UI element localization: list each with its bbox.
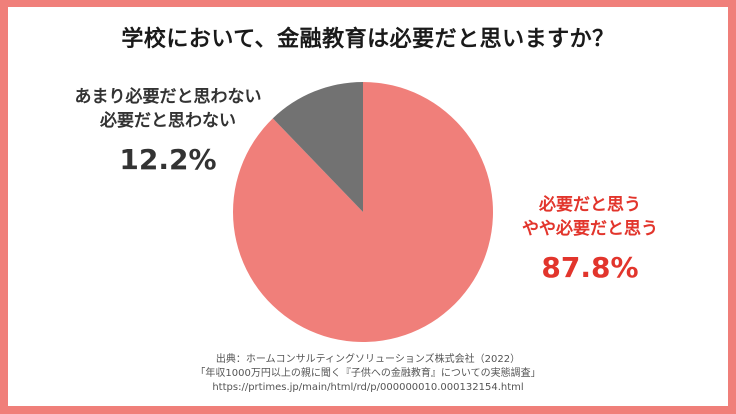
label-not-necessary-line-2: 必要だと思わない <box>100 111 236 131</box>
percent-not-necessary: 12.2% <box>119 143 217 176</box>
pie-slice-necessary <box>233 82 494 343</box>
source-line-1: 出典：ホームコンサルティングソリューションズ株式会社（2022） <box>215 354 521 365</box>
label-necessary-line-2: やや必要だと思う <box>522 219 658 239</box>
chart-title: 学校において、金融教育は必要だと思いますか？ <box>121 27 615 52</box>
label-not-necessary: あまり必要だと思わない 必要だと思わない 12.2% <box>63 85 273 176</box>
pie-chart <box>233 82 494 343</box>
source-citation: 出典：ホームコンサルティングソリューションズ株式会社（2022） 「年収1000… <box>8 353 728 395</box>
label-necessary-line-1: 必要だと思う <box>539 195 641 215</box>
source-line-2: 「年収1000万円以上の親に聞く『子供への金融教育』についての実態調査」 <box>195 368 541 379</box>
label-not-necessary-line-1: あまり必要だと思わない <box>74 87 262 107</box>
infographic-card: 学校において、金融教育は必要だと思いますか？ あまり必要だと思わない 必要だと思… <box>8 7 728 406</box>
pie-slice-not-necessary <box>272 82 363 212</box>
source-line-3: https://prtimes.jp/main/html/rd/p/000000… <box>212 382 524 393</box>
percent-necessary: 87.8% <box>541 251 639 284</box>
label-necessary: 必要だと思う やや必要だと思う 87.8% <box>490 193 690 284</box>
